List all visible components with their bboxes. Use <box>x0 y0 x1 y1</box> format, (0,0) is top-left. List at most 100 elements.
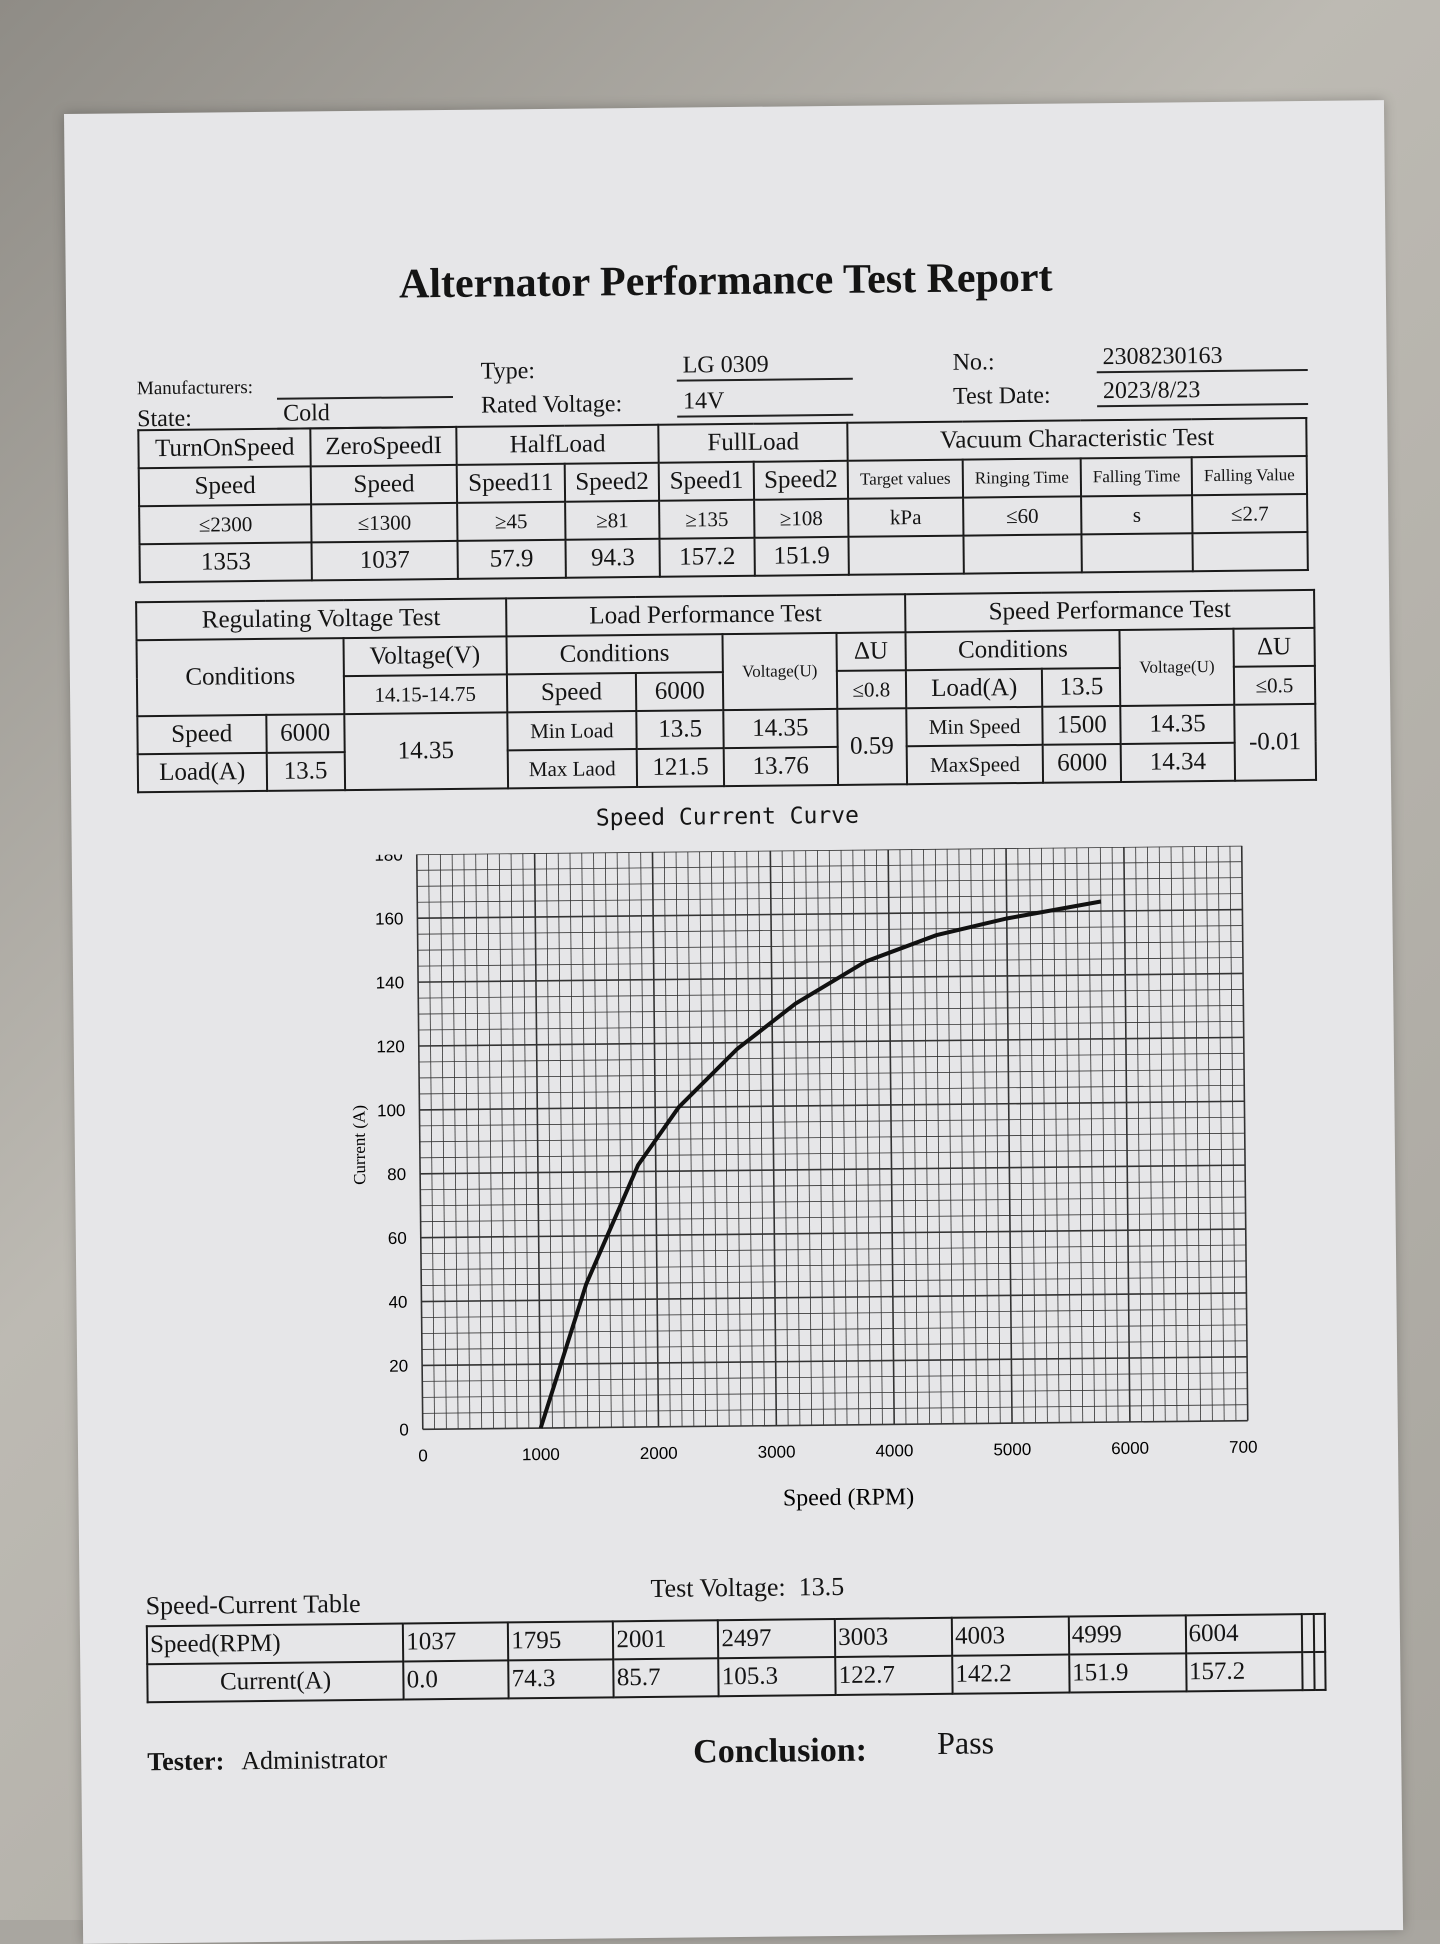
chart-grid <box>415 845 1249 1431</box>
grid-line-horizontal <box>421 1340 1247 1350</box>
group-header: Vacuum Characteristic Test <box>847 418 1307 461</box>
limit-cell: ≥45 <box>456 501 566 541</box>
y-tick-label: 160 <box>375 909 404 928</box>
speed-conditions: Conditions <box>905 629 1121 671</box>
chart-ticks: 0 1000 2000 3000 4000 5000 6000 7000 0 20 40 60 80 10… <box>374 846 1258 1466</box>
speed-min-value: 1500 <box>1042 705 1122 745</box>
x-tick-label: 5000 <box>993 1440 1031 1459</box>
grid-line-horizontal <box>418 972 1244 983</box>
limit-cell: ≤2300 <box>139 504 312 545</box>
value-cell: 57.9 <box>457 539 566 579</box>
chart-title: Speed Current Curve <box>595 802 860 832</box>
value-cell <box>1081 533 1193 573</box>
current-cell <box>1302 1651 1315 1691</box>
grid-line-horizontal <box>419 1100 1245 1111</box>
speed-perf-title: Speed Performance Test <box>905 589 1315 633</box>
manufacturers-value <box>276 367 453 400</box>
speed-current-table-title: Speed-Current Table <box>145 1588 361 1621</box>
subheader: Speed2 <box>753 460 849 500</box>
x-tick-label: 3000 <box>758 1442 796 1461</box>
speed-cell: 4999 <box>1068 1615 1186 1655</box>
grid-line-horizontal <box>419 1084 1245 1095</box>
value-cell: 94.3 <box>565 538 661 578</box>
speed-du-value: -0.01 <box>1234 703 1317 781</box>
grid-line-horizontal <box>420 1180 1246 1191</box>
subheader: Falling Time <box>1080 457 1193 497</box>
speed-current-chart: 0 1000 2000 3000 4000 5000 6000 7000 0 20 40 60 80 10… <box>349 845 1259 1512</box>
grid-line-horizontal <box>420 1228 1246 1239</box>
subheader: Target values <box>847 459 963 499</box>
tester-value: Administrator <box>241 1744 388 1776</box>
speed-cell <box>1313 1613 1326 1652</box>
speed-load-value: 13.5 <box>1042 667 1121 707</box>
grid-line-horizontal <box>417 908 1243 920</box>
grid-line-horizontal <box>422 1404 1248 1414</box>
tester-label: Tester: <box>147 1746 225 1777</box>
value-cell: 157.2 <box>659 537 755 577</box>
grid-line-horizontal <box>416 845 1242 856</box>
grid-line-horizontal <box>420 1212 1246 1223</box>
speed-current-table: Speed(RPM) 1037 1795 2001 2497 3003 4003 4999 60… <box>146 1613 1327 1703</box>
grid-line-horizontal <box>420 1244 1246 1255</box>
test-date-label: Test Date: <box>952 382 1051 410</box>
grid-line-horizontal <box>417 941 1243 951</box>
performance-table: Regulating Voltage Test Load Performance… <box>135 589 1317 793</box>
speed-cell <box>1302 1613 1314 1653</box>
report-body: TurnOnSpeed ZeroSpeedI HalfLoad FullLoad… <box>133 417 1327 1787</box>
grid-line-horizontal <box>418 1036 1244 1047</box>
limit-cell: ≥81 <box>565 500 660 540</box>
grid-line-horizontal <box>420 1196 1246 1207</box>
grid-line-horizontal <box>422 1388 1248 1398</box>
grid-line-horizontal <box>419 1132 1245 1143</box>
type-label: Type: <box>480 358 536 385</box>
load-voltage-header: Voltage(U) <box>722 632 837 711</box>
y-tick-label: 120 <box>376 1037 405 1056</box>
grid-line-horizontal <box>417 957 1243 967</box>
grid-line-horizontal <box>419 1148 1245 1159</box>
conclusion-value: Pass <box>936 1724 995 1761</box>
subheader: Ringing Time <box>962 458 1082 498</box>
regulating-title: Regulating Voltage Test <box>136 598 507 641</box>
load-perf-title: Load Performance Test <box>505 594 906 637</box>
current-cell: 151.9 <box>1069 1653 1187 1693</box>
y-tick-label: 0 <box>399 1420 409 1439</box>
current-cell: 0.0 <box>403 1660 509 1700</box>
speed-min-label: Min Speed <box>906 706 1043 747</box>
conclusion-label: Conclusion: <box>692 1731 868 1771</box>
speed-du-header: ΔU <box>1233 627 1315 667</box>
speed-cell: 6004 <box>1185 1614 1303 1654</box>
grid-line-horizontal <box>417 877 1243 887</box>
row-label: Speed(RPM) <box>146 1623 404 1665</box>
y-tick-label: 20 <box>389 1357 408 1376</box>
x-tick-label: 2000 <box>640 1444 678 1463</box>
y-tick-label: 40 <box>388 1293 407 1312</box>
speed-cell: 1795 <box>508 1621 614 1661</box>
group-header: HalfLoad <box>456 424 660 465</box>
x-tick-label: 1000 <box>522 1445 560 1464</box>
current-cell: 142.2 <box>952 1654 1070 1694</box>
limit-cell: ≥108 <box>753 498 849 538</box>
value-cell: 151.9 <box>754 536 850 576</box>
grid-line-horizontal <box>419 1116 1245 1127</box>
subheader: Speed2 <box>564 462 660 502</box>
group-header: TurnOnSpeed <box>138 428 312 469</box>
grid-line-horizontal <box>419 1068 1245 1079</box>
load-du-header: ΔU <box>836 632 906 671</box>
report-title: Alternator Performance Test Report <box>398 254 1053 308</box>
load-conditions: Conditions <box>506 634 724 675</box>
speed-cell: 1037 <box>403 1622 509 1662</box>
regulating-speed-label: Speed <box>137 714 267 755</box>
y-tick-label: 60 <box>388 1229 407 1248</box>
regulating-load-label: Load(A) <box>137 752 267 793</box>
row-label: Current(A) <box>147 1661 404 1703</box>
regulating-load-value: 13.5 <box>266 752 345 791</box>
subheader: Speed <box>311 464 457 505</box>
grid-line-horizontal <box>421 1260 1247 1271</box>
grid-line-horizontal <box>421 1292 1247 1303</box>
value-cell <box>963 534 1083 574</box>
limit-cell: ≤2.7 <box>1192 494 1308 534</box>
y-tick-label: 80 <box>387 1165 406 1184</box>
regulating-conditions: Conditions <box>136 638 345 717</box>
current-cell: 74.3 <box>508 1659 614 1699</box>
load-max-voltage: 13.76 <box>723 746 838 787</box>
